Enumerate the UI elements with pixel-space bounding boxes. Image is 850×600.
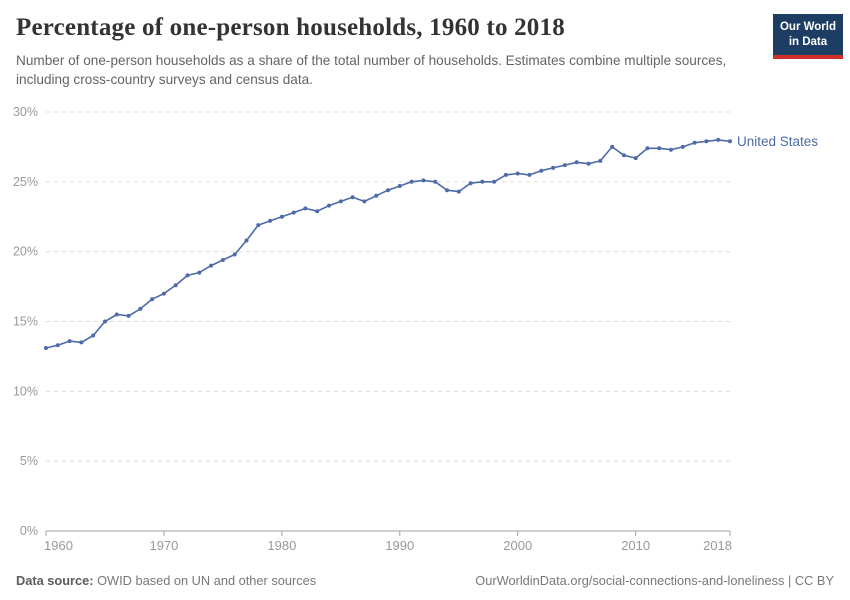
x-tick-label: 1980 xyxy=(267,538,296,553)
data-point xyxy=(527,172,532,177)
data-point xyxy=(315,209,320,214)
data-point xyxy=(669,147,673,152)
data-point xyxy=(503,172,508,177)
data-point xyxy=(173,283,178,288)
data-point xyxy=(468,181,473,186)
x-tick-label: 2018 xyxy=(703,538,732,553)
data-point xyxy=(338,199,343,204)
data-line-united-states[interactable] xyxy=(45,139,731,349)
data-source-label: Data source: xyxy=(16,573,94,588)
data-point xyxy=(574,160,579,165)
data-point xyxy=(220,258,225,262)
data-point xyxy=(362,199,367,204)
data-point xyxy=(680,144,685,149)
page-subtitle: Number of one-person households as a sha… xyxy=(16,53,727,88)
y-tick-label: 30% xyxy=(13,105,38,119)
data-point xyxy=(79,340,84,345)
data-point xyxy=(279,214,284,219)
data-point xyxy=(350,195,355,200)
owid-logo-line2: in Data xyxy=(788,35,828,48)
data-source: Data source: OWID based on UN and other … xyxy=(16,573,316,588)
data-point xyxy=(515,171,520,176)
data-point xyxy=(150,297,155,302)
data-point xyxy=(185,273,190,278)
data-point xyxy=(445,188,449,193)
page-title: Percentage of one-person households, 196… xyxy=(16,14,565,41)
x-tick-label: 2000 xyxy=(503,538,532,553)
data-point xyxy=(291,210,296,215)
owid-logo-line1: Our World xyxy=(779,21,836,33)
data-point xyxy=(409,179,414,184)
data-point xyxy=(91,333,96,338)
footer-citation-link[interactable]: OurWorldinData.org/social-connections-an… xyxy=(475,573,834,588)
y-tick-label: 20% xyxy=(13,245,38,259)
header-titles: Percentage of one-person households, 196… xyxy=(16,14,728,90)
y-tick-label: 10% xyxy=(13,384,38,398)
data-point xyxy=(480,179,485,184)
data-point xyxy=(103,319,107,324)
x-tick-label: 2010 xyxy=(621,538,650,553)
data-point xyxy=(44,346,48,350)
data-point xyxy=(716,137,721,142)
data-point xyxy=(728,139,732,144)
data-point xyxy=(55,343,60,348)
chart-header: Percentage of one-person households, 196… xyxy=(16,14,843,90)
data-point xyxy=(562,163,567,168)
data-point xyxy=(539,168,544,173)
data-point xyxy=(327,203,331,208)
owid-logo[interactable]: Our World in Data xyxy=(772,14,843,59)
y-tick-label: 15% xyxy=(13,315,38,329)
y-tick-label: 0% xyxy=(20,524,38,538)
data-point xyxy=(268,218,273,223)
data-point xyxy=(586,161,591,166)
data-point xyxy=(633,156,638,161)
data-point xyxy=(126,313,131,318)
x-tick-label: 1970 xyxy=(149,538,178,553)
data-point xyxy=(610,144,615,149)
data-point xyxy=(551,165,556,170)
data-point xyxy=(138,306,143,311)
data-point xyxy=(303,206,308,211)
data-point xyxy=(433,179,438,184)
data-point xyxy=(244,238,249,243)
data-point xyxy=(598,158,603,163)
series-label[interactable]: United States xyxy=(737,134,818,149)
data-point xyxy=(67,339,72,344)
data-point xyxy=(621,153,626,158)
data-point xyxy=(397,184,402,188)
data-point xyxy=(657,146,662,151)
data-source-text: OWID based on UN and other sources xyxy=(93,573,317,588)
data-point xyxy=(114,312,119,317)
x-tick-label: 1960 xyxy=(44,538,73,553)
data-point xyxy=(492,179,497,184)
data-point xyxy=(456,189,461,194)
data-point xyxy=(692,140,697,145)
data-point xyxy=(645,146,650,151)
data-point xyxy=(209,263,214,268)
data-point xyxy=(374,193,379,198)
y-tick-label: 5% xyxy=(20,454,38,468)
chart-footer: Data source: OWID based on UN and other … xyxy=(16,573,834,588)
data-point xyxy=(421,178,426,183)
data-point xyxy=(704,139,709,144)
x-tick-label: 1990 xyxy=(385,538,414,553)
data-point xyxy=(161,291,166,296)
y-tick-label: 25% xyxy=(13,175,38,189)
data-point xyxy=(386,188,390,193)
data-point xyxy=(256,223,261,228)
data-point xyxy=(232,252,237,257)
data-point xyxy=(197,270,202,275)
